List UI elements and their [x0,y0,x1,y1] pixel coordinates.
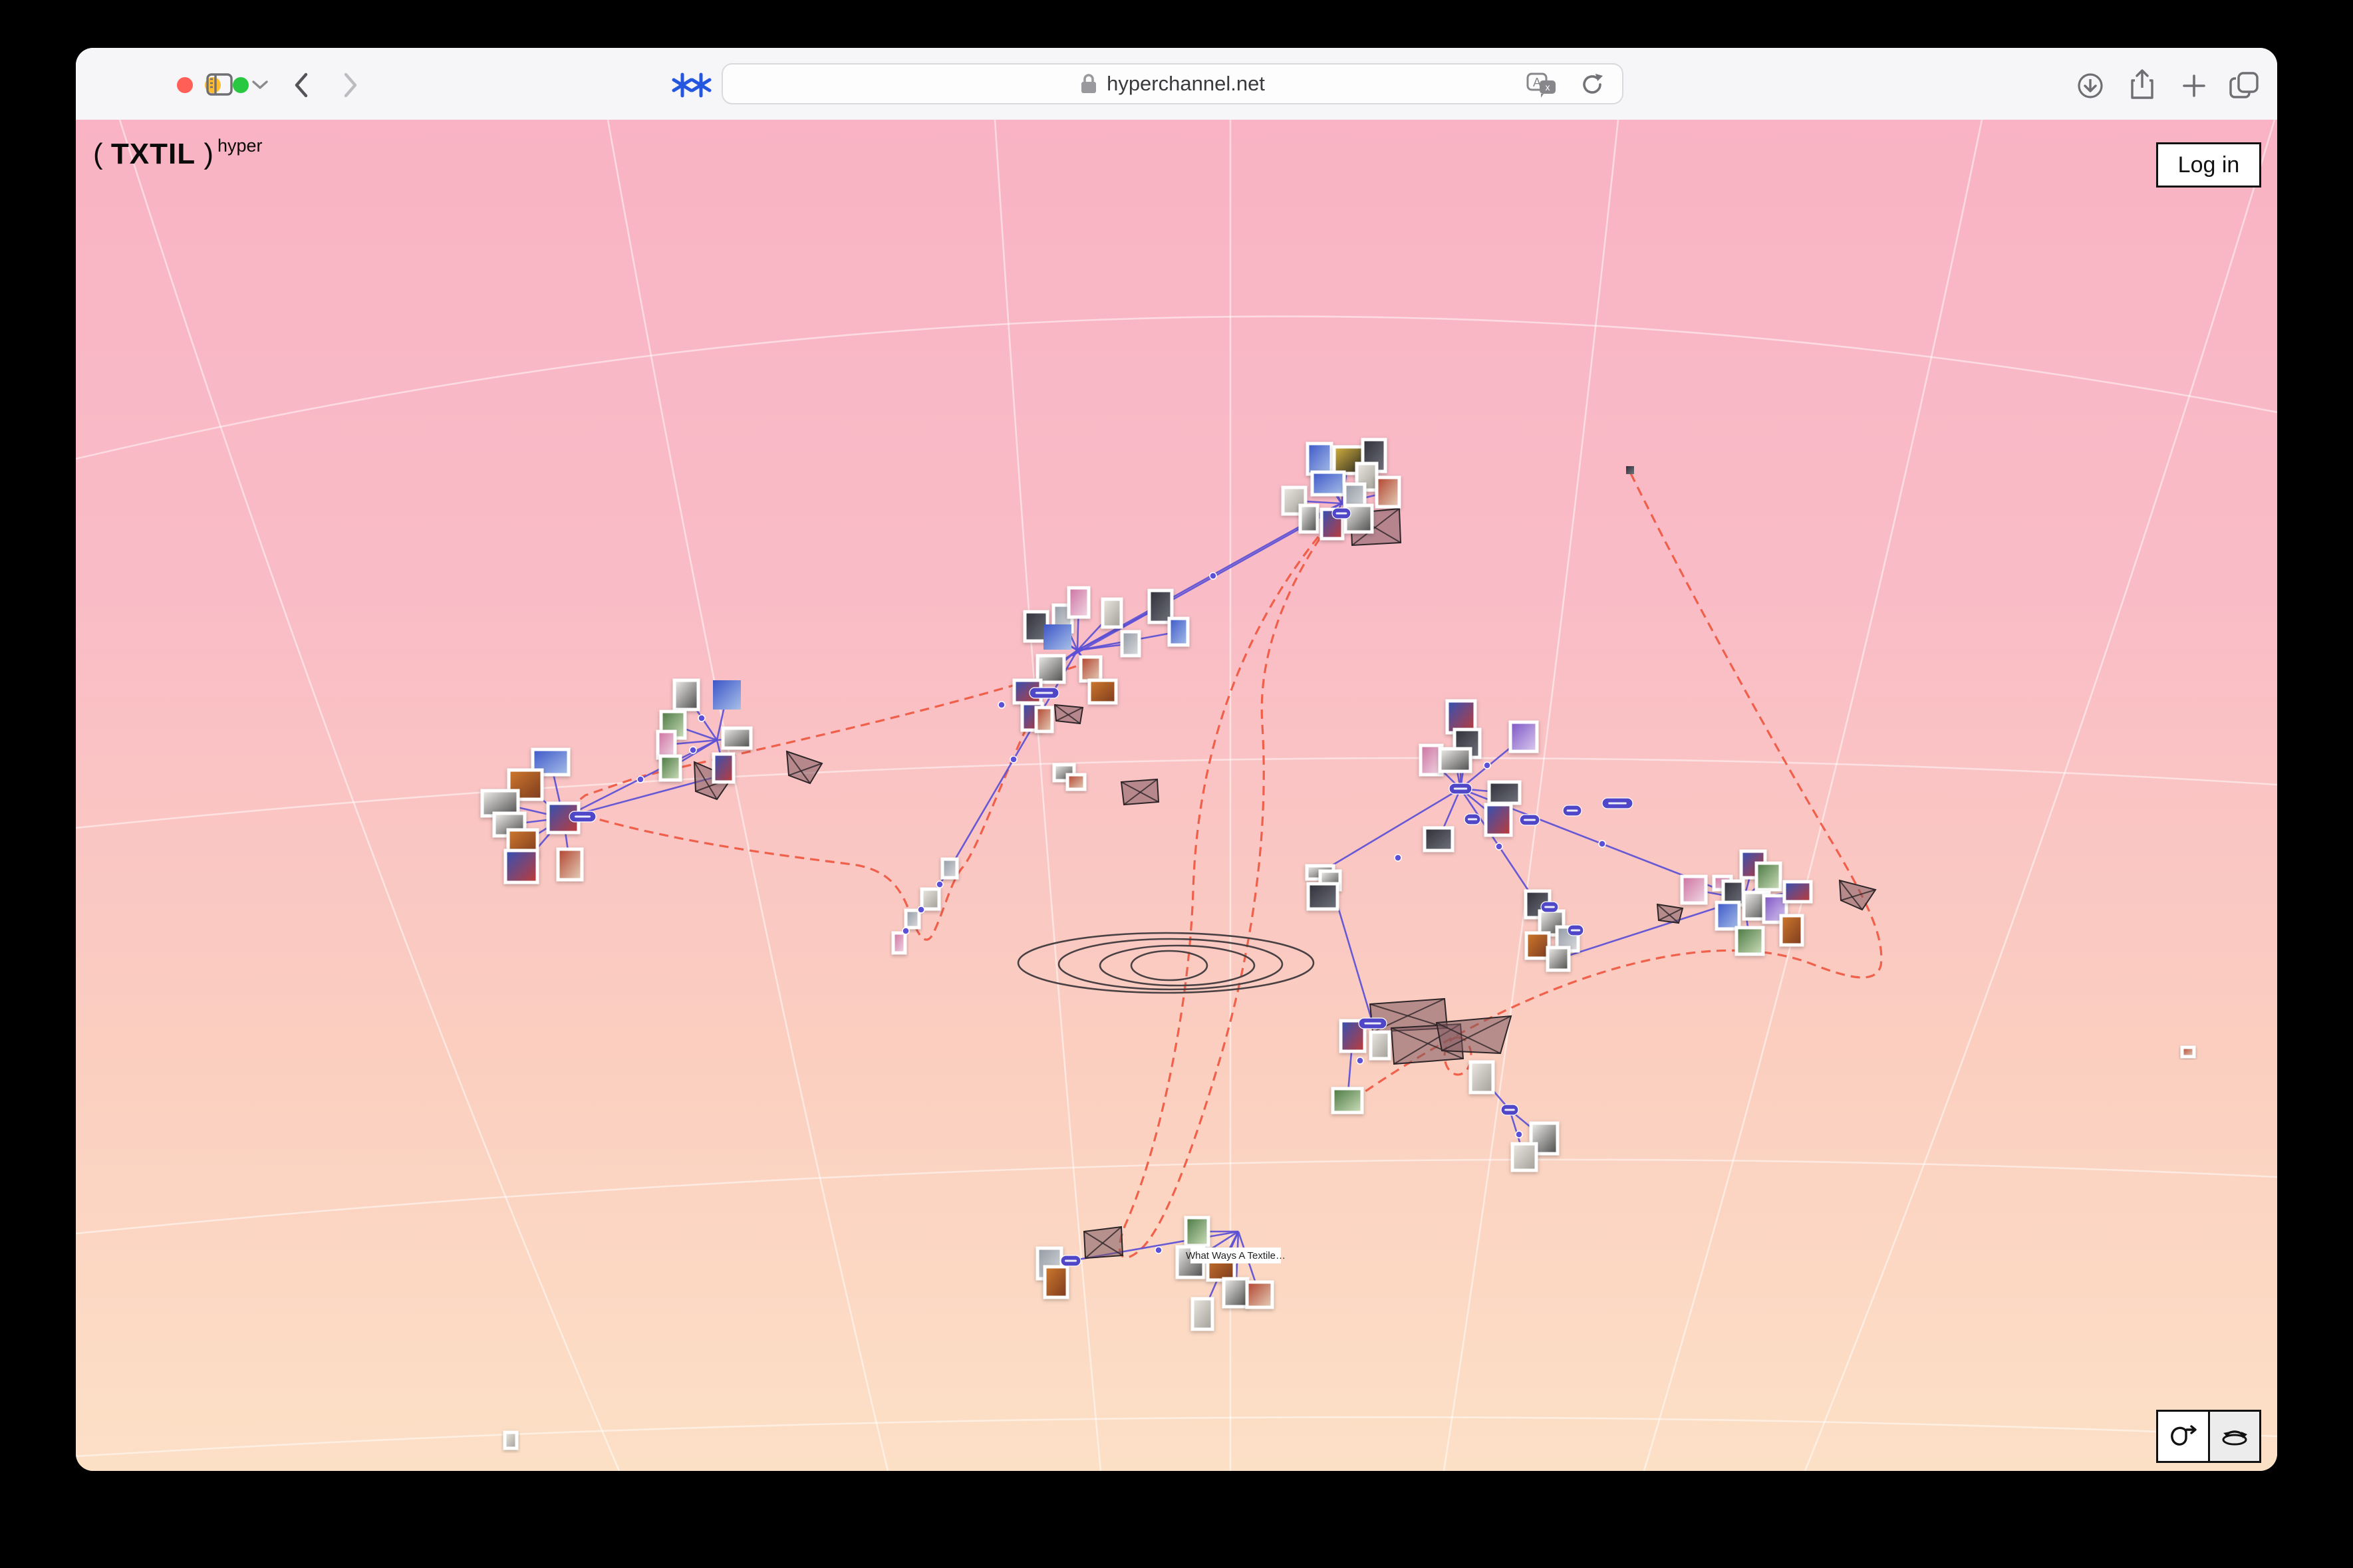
svg-text:What Ways A Textile…: What Ways A Textile… [1186,1250,1286,1261]
webpage-content: What Ways A Textile… ( TXTIL ) hyper Log … [76,120,2277,1471]
network-canvas[interactable]: What Ways A Textile… [76,120,2277,1471]
pan-mode-button[interactable] [2158,1412,2208,1461]
downloads-icon[interactable] [2076,72,2104,100]
url-text: hyperchannel.net [1107,72,1265,95]
tabs-icon[interactable] [2229,70,2260,100]
view-mode-controls [2156,1410,2261,1463]
svg-text:A: A [1533,76,1541,89]
lock-icon [1080,73,1097,94]
site-logo: ( TXTIL ) hyper [93,136,263,170]
new-tab-icon[interactable] [2181,73,2207,98]
zoom-window-button[interactable] [233,77,249,93]
pan-icon [2168,1423,2197,1450]
orbit-icon [2219,1422,2250,1450]
extensions-icon[interactable] [672,72,713,98]
login-button[interactable]: Log in [2156,142,2261,188]
share-icon[interactable] [2128,69,2156,101]
site-logo-word: TXTIL [110,138,196,170]
site-logo-sup: hyper [217,136,263,156]
sidebar-icon[interactable] [206,73,233,96]
close-window-button[interactable] [177,77,193,93]
orbit-mode-button[interactable] [2207,1412,2259,1461]
svg-text:x: x [1546,82,1550,92]
forward-icon[interactable] [342,72,359,98]
reload-icon[interactable] [1580,72,1605,97]
chevron-down-icon[interactable] [251,80,269,90]
back-icon[interactable] [293,72,310,98]
